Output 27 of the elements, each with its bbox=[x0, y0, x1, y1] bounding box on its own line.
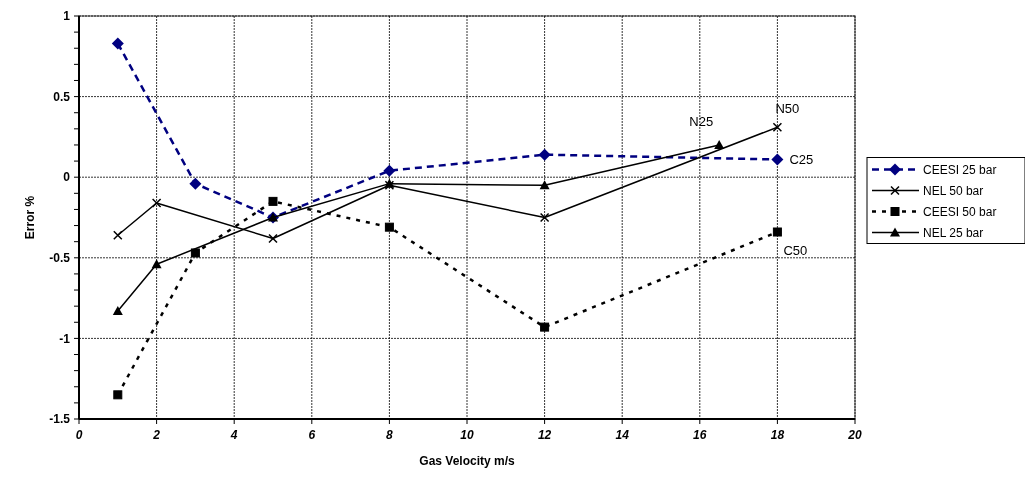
y-axis-title: Error % bbox=[23, 195, 37, 240]
legend-label: NEL 50 bar bbox=[923, 183, 984, 198]
x-tick-label: 10 bbox=[460, 428, 474, 442]
y-tick-label: 0.5 bbox=[53, 89, 71, 104]
annotation: N25 bbox=[689, 113, 714, 129]
x-tick-label: 4 bbox=[229, 428, 238, 442]
y-tick-label: 1 bbox=[63, 9, 71, 24]
x-tick-label: 8 bbox=[386, 428, 394, 442]
legend-label: CEESI 50 bar bbox=[923, 204, 997, 219]
legend-label: CEESI 25 bar bbox=[923, 162, 997, 177]
annotation: C25 bbox=[789, 152, 814, 168]
annotation: C50 bbox=[783, 242, 808, 258]
x-axis-title: Gas Velocity m/s bbox=[419, 454, 516, 468]
legend-label: NEL 25 bar bbox=[923, 225, 984, 240]
y-tick-label: 0 bbox=[63, 170, 71, 185]
x-tick-label: 6 bbox=[308, 428, 316, 442]
x-tick-label: 16 bbox=[693, 428, 707, 442]
annotation: N50 bbox=[775, 100, 800, 116]
x-tick-label: 0 bbox=[75, 428, 83, 442]
x-tick-label: 2 bbox=[152, 428, 161, 442]
x-tick-label: 14 bbox=[615, 428, 630, 442]
x-tick-label: 12 bbox=[537, 428, 552, 442]
y-tick-label: -0.5 bbox=[49, 251, 71, 265]
x-tick-label: 20 bbox=[847, 428, 862, 442]
x-tick-label: 18 bbox=[770, 428, 785, 442]
y-tick-label: -1 bbox=[59, 331, 71, 346]
y-tick-label: -1.5 bbox=[49, 412, 71, 427]
